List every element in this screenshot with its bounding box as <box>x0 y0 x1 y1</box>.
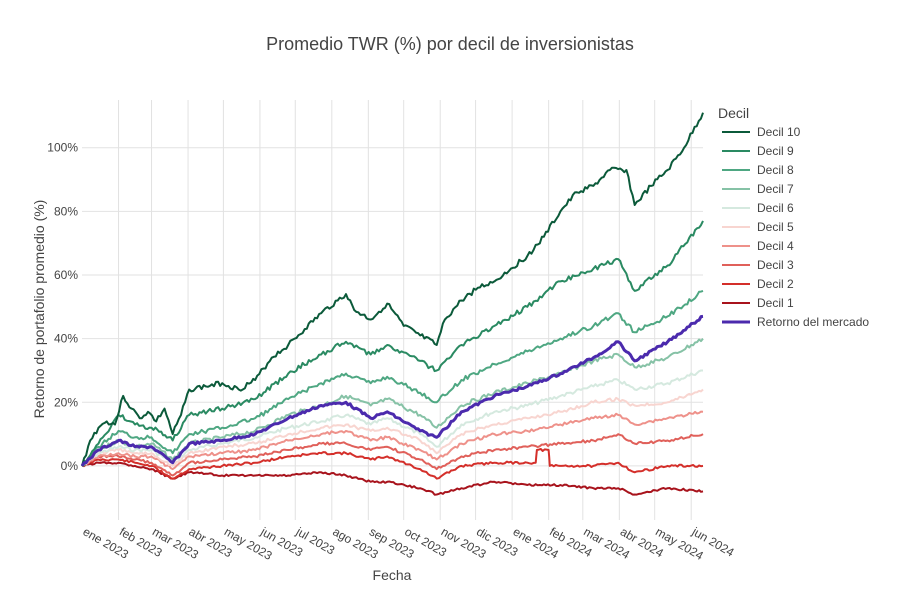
series-line-retorno-del-mercado <box>80 314 704 467</box>
legend-item[interactable]: Decil 2 <box>722 277 794 291</box>
legend-label: Decil 6 <box>757 201 794 215</box>
legend-item[interactable]: Decil 6 <box>722 201 794 215</box>
legend-label: Retorno del mercado <box>757 315 869 329</box>
y-tick-label: 100% <box>47 141 78 155</box>
legend-item[interactable]: Decil 3 <box>722 258 794 272</box>
legend-label: Decil 4 <box>757 239 794 253</box>
legend-label: Decil 10 <box>757 125 801 139</box>
legend-label: Decil 5 <box>757 220 794 234</box>
grid <box>82 100 703 520</box>
legend-label: Decil 3 <box>757 258 794 272</box>
series-line-decil-9 <box>81 220 704 467</box>
legend-item[interactable]: Decil 1 <box>722 296 794 310</box>
legend-item[interactable]: Decil 4 <box>722 239 794 253</box>
series-line-decil-3 <box>81 433 704 477</box>
y-tick-label: 40% <box>54 332 78 346</box>
x-axis-title: Fecha <box>373 567 412 583</box>
series-line-decil-2 <box>81 448 704 480</box>
series-line-decil-5 <box>81 388 704 467</box>
legend-label: Decil 1 <box>757 296 794 310</box>
y-tick-label: 60% <box>54 268 78 282</box>
legend-item[interactable]: Decil 7 <box>722 182 794 196</box>
legend-label: Decil 8 <box>757 163 794 177</box>
legend-label: Decil 2 <box>757 277 794 291</box>
y-tick-label: 20% <box>54 395 78 409</box>
y-axis-ticks: 0% 20% 40% 60% 80% 100% <box>47 141 78 473</box>
y-tick-label: 80% <box>54 204 78 218</box>
series-lines <box>80 112 704 496</box>
legend-label: Decil 9 <box>757 144 794 158</box>
legend[interactable]: Decil Decil 10 Decil 9 Decil 8 Decil 7 Decil… <box>718 105 869 329</box>
legend-item[interactable]: Decil 10 <box>722 125 801 139</box>
legend-item[interactable]: Decil 9 <box>722 144 794 158</box>
series-line-decil-4 <box>81 410 704 471</box>
y-axis-title: Retorno de portafolio promedio (%) <box>31 200 47 419</box>
legend-item[interactable]: Decil 8 <box>722 163 794 177</box>
series-line-decil-6 <box>81 369 703 467</box>
series-line-decil-10 <box>81 112 704 467</box>
legend-item[interactable]: Decil 5 <box>722 220 794 234</box>
series-line-decil-1 <box>81 461 704 496</box>
legend-label: Decil 7 <box>757 182 794 196</box>
legend-item[interactable]: Retorno del mercado <box>722 315 869 329</box>
chart-title: Promedio TWR (%) por decil de inversioni… <box>266 34 634 54</box>
y-tick-label: 0% <box>61 459 79 473</box>
series-line-decil-8 <box>81 289 704 467</box>
legend-title: Decil <box>718 105 749 121</box>
